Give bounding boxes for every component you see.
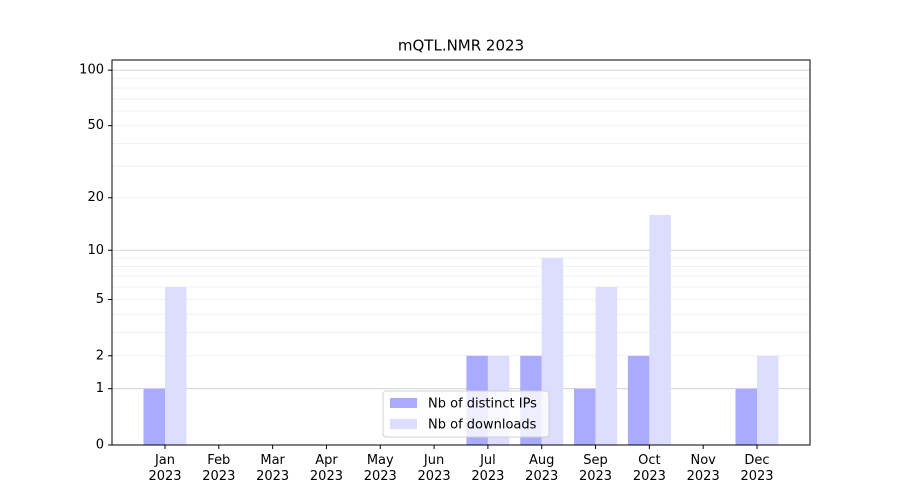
x-tick-label: Apr 2023 xyxy=(309,453,343,484)
bar xyxy=(757,355,779,445)
x-tick-label: Sep 2023 xyxy=(578,453,613,484)
bar xyxy=(735,388,757,445)
bar xyxy=(574,388,596,445)
x-tick-label: Aug 2023 xyxy=(525,453,559,484)
x-tick-label: Jan 2023 xyxy=(148,453,182,484)
bar xyxy=(595,286,618,445)
y-tick-label: 100 xyxy=(79,63,104,78)
legend-box xyxy=(382,390,550,438)
legend-swatch xyxy=(390,419,417,429)
y-tick-label: 5 xyxy=(96,292,104,307)
y-tick-label: 2 xyxy=(96,348,104,363)
plot-frame xyxy=(111,59,811,446)
bar xyxy=(649,214,671,445)
y-tick-label: 50 xyxy=(87,118,104,133)
chart-title: mQTL.NMR 2023 xyxy=(398,37,524,55)
bar xyxy=(143,388,165,445)
x-tick-label: Mar 2023 xyxy=(256,453,290,484)
x-tick-label: Dec 2023 xyxy=(740,453,774,484)
x-tick-label: Oct 2023 xyxy=(632,453,666,484)
y-tick-label: 0 xyxy=(96,438,104,453)
legend-swatch xyxy=(390,398,417,408)
x-tick-label: Nov 2023 xyxy=(686,453,720,484)
x-tick-label: Feb 2023 xyxy=(202,453,236,484)
legend-label: Nb of distinct IPs xyxy=(428,397,537,412)
x-tick-label: Jun 2023 xyxy=(417,453,451,484)
x-tick-label: May 2023 xyxy=(363,453,397,484)
y-tick-label: 10 xyxy=(87,243,104,258)
y-tick-label: 1 xyxy=(96,381,104,396)
x-tick-label: Jul 2023 xyxy=(471,453,505,484)
legend-label: Nb of downloads xyxy=(428,418,537,433)
bar xyxy=(165,286,187,445)
bar xyxy=(627,355,650,445)
y-tick-label: 20 xyxy=(87,190,104,205)
